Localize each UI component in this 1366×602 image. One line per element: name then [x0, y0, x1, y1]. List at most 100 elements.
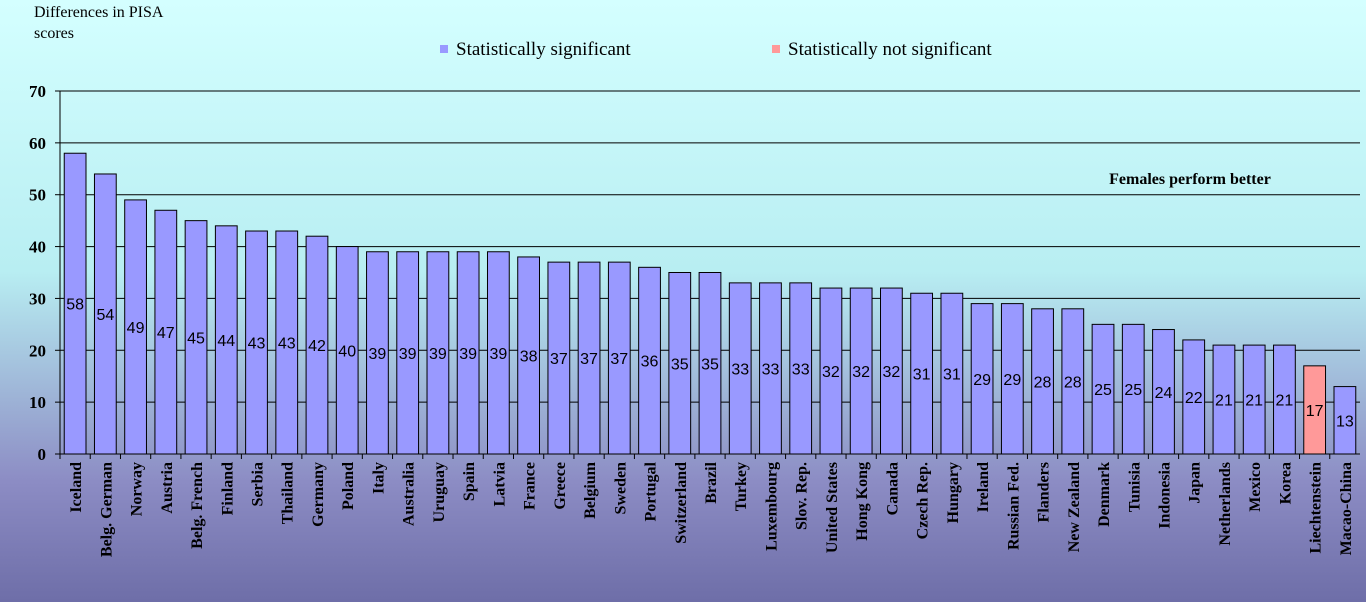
x-tick-label: Hungary	[945, 462, 962, 523]
x-tick-label: Sweden	[612, 462, 629, 515]
x-tick-label: Ireland	[975, 462, 992, 512]
data-label: 32	[882, 364, 900, 381]
x-tick-label: United States	[824, 462, 841, 553]
x-tick-label: New Zealand	[1066, 462, 1083, 552]
x-tick-label: Belg. German	[98, 462, 115, 557]
x-tick-label: France	[522, 462, 539, 510]
x-tick-label: Uruguay	[431, 462, 448, 522]
data-label: 39	[459, 346, 477, 363]
x-tick-label: Italy	[370, 462, 387, 494]
x-tick-label: Serbia	[250, 462, 267, 506]
data-label: 13	[1336, 413, 1354, 430]
y-tick-label: 40	[29, 238, 46, 257]
x-tick-label: Tunisia	[1126, 462, 1143, 512]
x-tick-label: Hong Kong	[854, 462, 871, 541]
data-label: 39	[369, 346, 387, 363]
data-label: 17	[1306, 403, 1324, 420]
data-label: 54	[96, 307, 114, 324]
x-tick-label: Denmark	[1096, 462, 1113, 527]
x-tick-label: Netherlands	[1217, 462, 1234, 546]
data-label: 29	[973, 372, 991, 389]
data-label: 31	[943, 367, 961, 384]
data-label: 58	[66, 297, 84, 314]
x-tick-label: Poland	[340, 462, 357, 510]
data-label: 35	[701, 356, 719, 373]
data-label: 38	[520, 348, 538, 365]
data-label: 33	[731, 361, 749, 378]
x-tick-label: Austria	[159, 462, 176, 514]
data-label: 37	[580, 351, 598, 368]
x-tick-label: Flanders	[1036, 462, 1053, 522]
data-label: 32	[852, 364, 870, 381]
data-label: 39	[399, 346, 417, 363]
data-label: 21	[1245, 393, 1263, 410]
data-label: 49	[127, 320, 145, 337]
data-label: 37	[610, 351, 628, 368]
y-tick-label: 0	[38, 445, 47, 464]
x-tick-label: Spain	[461, 462, 478, 501]
data-label: 33	[762, 361, 780, 378]
x-tick-label: Macao-China	[1338, 462, 1355, 555]
x-tick-label: Portugal	[643, 461, 660, 521]
x-tick-label: Germany	[310, 462, 327, 527]
data-label: 21	[1276, 393, 1294, 410]
data-label: 39	[429, 346, 447, 363]
legend-label: Statistically not significant	[788, 39, 992, 60]
x-tick-label: Greece	[552, 462, 569, 510]
data-label: 28	[1064, 374, 1082, 391]
x-tick-label: Slov. Rep.	[794, 462, 811, 530]
x-tick-label: Belgium	[582, 461, 599, 519]
x-tick-label: Turkey	[733, 462, 750, 511]
data-label: 39	[489, 346, 507, 363]
x-tick-label: Iceland	[68, 462, 85, 513]
x-tick-label: Korea	[1277, 462, 1294, 504]
x-tick-label: Russian Fed.	[1005, 462, 1022, 550]
y-axis-label: Differences in PISA scores	[34, 4, 163, 42]
y-tick-label: 70	[29, 82, 46, 101]
x-tick-label: Belg. French	[189, 462, 206, 549]
legend-label: Statistically significant	[456, 39, 631, 60]
legend-marker	[772, 45, 780, 53]
x-tick-label: Mexico	[1247, 462, 1264, 512]
y-tick-label: 60	[29, 134, 46, 153]
data-label: 35	[671, 356, 689, 373]
data-label: 47	[157, 325, 175, 342]
x-tick-label: Thailand	[280, 462, 297, 524]
data-label: 22	[1185, 390, 1203, 407]
x-tick-label: Liechtenstein	[1308, 462, 1325, 554]
data-label: 21	[1215, 393, 1233, 410]
x-tick-label: Luxembourg	[763, 462, 780, 551]
y-tick-label: 30	[29, 289, 46, 308]
data-label: 36	[641, 354, 659, 371]
x-tick-label: Brazil	[703, 461, 720, 503]
data-label: 24	[1155, 385, 1173, 402]
data-label: 42	[308, 338, 326, 355]
x-tick-label: Norway	[129, 462, 146, 516]
x-tick-label: Indonesia	[1156, 462, 1173, 529]
x-tick-label: Canada	[884, 462, 901, 515]
x-tick-label: Latvia	[491, 462, 508, 506]
x-tick-label: Switzerland	[673, 462, 690, 544]
data-label: 29	[1003, 372, 1021, 389]
data-label: 44	[217, 333, 235, 350]
data-label: 37	[550, 351, 568, 368]
y-tick-label: 10	[29, 393, 46, 412]
x-tick-label: Japan	[1187, 462, 1204, 504]
data-label: 25	[1124, 382, 1142, 399]
data-label: 43	[278, 336, 296, 353]
data-label: 45	[187, 330, 205, 347]
data-label: 32	[822, 364, 840, 381]
data-label: 43	[248, 336, 266, 353]
y-tick-label: 20	[29, 341, 46, 360]
data-label: 25	[1094, 382, 1112, 399]
data-label: 28	[1034, 374, 1052, 391]
legend-marker	[440, 45, 448, 53]
x-tick-label: Australia	[401, 462, 418, 526]
x-tick-label: Finland	[219, 462, 236, 515]
y-tick-label: 50	[29, 186, 46, 205]
annotation: Females perform better	[1109, 171, 1271, 188]
data-label: 33	[792, 361, 810, 378]
data-label: 40	[338, 343, 356, 360]
